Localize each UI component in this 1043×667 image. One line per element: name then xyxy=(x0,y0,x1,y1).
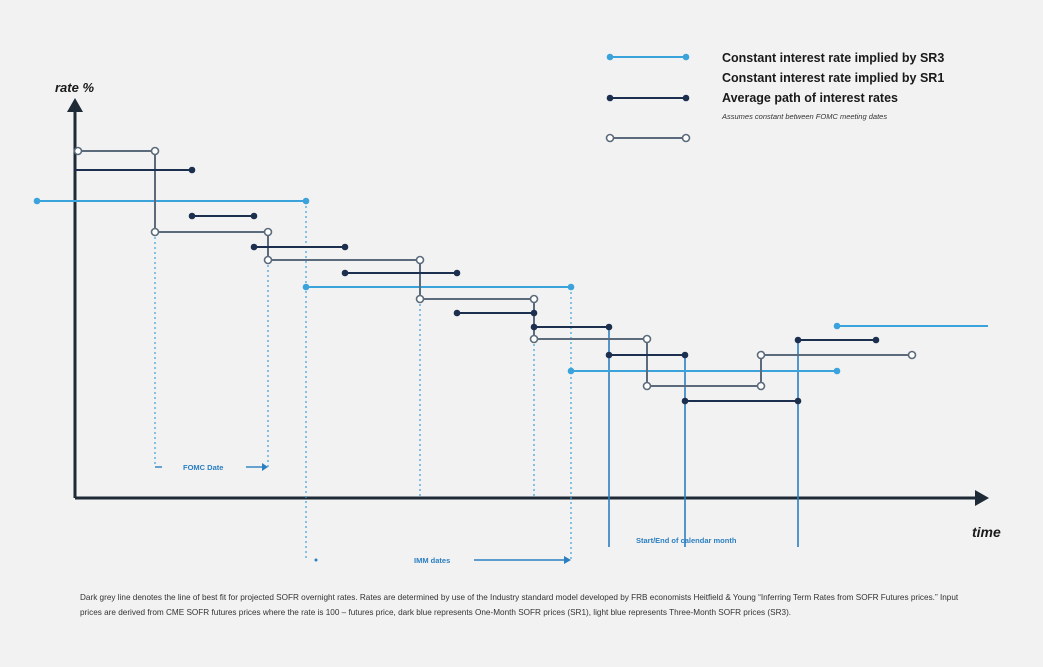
avg-point xyxy=(907,350,917,360)
sr1-point xyxy=(681,397,689,405)
fomc-arrowhead xyxy=(262,463,268,471)
sr1-point xyxy=(453,269,461,277)
calendar-month-label: Start/End of calendar month xyxy=(636,536,737,545)
sr1-point xyxy=(188,212,196,220)
fomc-date-label: FOMC Date xyxy=(183,463,223,472)
average-path-line xyxy=(78,150,912,387)
sr3-point xyxy=(33,197,41,205)
avg-point xyxy=(263,255,273,265)
legend-sr3-dot xyxy=(682,53,690,61)
sr1-point xyxy=(453,309,461,317)
sr1-point xyxy=(794,397,802,405)
sr1-point xyxy=(605,323,613,331)
footnote: Dark grey line denotes the line of best … xyxy=(80,593,959,617)
sr3-point xyxy=(833,322,841,330)
sr1-point xyxy=(794,336,802,344)
sr1-point xyxy=(605,351,613,359)
avg-point xyxy=(150,227,160,237)
avg-point xyxy=(415,255,425,265)
legend-note: Assumes constant between FOMC meeting da… xyxy=(721,112,887,121)
sr3-point xyxy=(302,283,310,291)
legend-sr3-dot xyxy=(606,53,614,61)
sr1-point xyxy=(530,309,538,317)
y-axis-label: rate % xyxy=(55,80,94,95)
sr1-point xyxy=(681,351,689,359)
imm-arrowhead xyxy=(564,556,571,564)
sr3-point xyxy=(833,367,841,375)
avg-point xyxy=(529,334,539,344)
avg-point xyxy=(756,350,766,360)
sr1-point xyxy=(530,323,538,331)
x-axis-label: time xyxy=(972,524,1001,540)
y-axis-arrowhead xyxy=(67,98,83,112)
sr1-point xyxy=(188,166,196,174)
avg-point xyxy=(415,294,425,304)
sr3-point xyxy=(567,283,575,291)
legend: Constant interest rate implied by SR3 Co… xyxy=(605,51,944,143)
legend-avg-dot xyxy=(605,133,615,143)
legend-sr1-dot xyxy=(606,94,614,102)
avg-point xyxy=(73,146,83,156)
legend-avg-label: Average path of interest rates xyxy=(722,91,898,105)
avg-point xyxy=(263,227,273,237)
avg-point xyxy=(756,381,766,391)
imm-dates-label: IMM dates xyxy=(414,556,450,565)
sr1-point xyxy=(250,212,258,220)
x-axis-arrowhead xyxy=(975,490,989,506)
legend-sr1-label: Constant interest rate implied by SR1 xyxy=(722,71,944,85)
sr3-point xyxy=(302,197,310,205)
sr1-point xyxy=(341,243,349,251)
avg-point xyxy=(642,381,652,391)
sr3-point xyxy=(567,367,575,375)
avg-point xyxy=(642,334,652,344)
imm-left-dot xyxy=(314,558,318,562)
avg-point xyxy=(150,146,160,156)
avg-point xyxy=(529,294,539,304)
legend-sr1-dot xyxy=(682,94,690,102)
sr1-point xyxy=(872,336,880,344)
sr1-point xyxy=(250,243,258,251)
legend-avg-dot xyxy=(681,133,691,143)
sr1-point xyxy=(341,269,349,277)
legend-sr3-label: Constant interest rate implied by SR3 xyxy=(722,51,944,65)
